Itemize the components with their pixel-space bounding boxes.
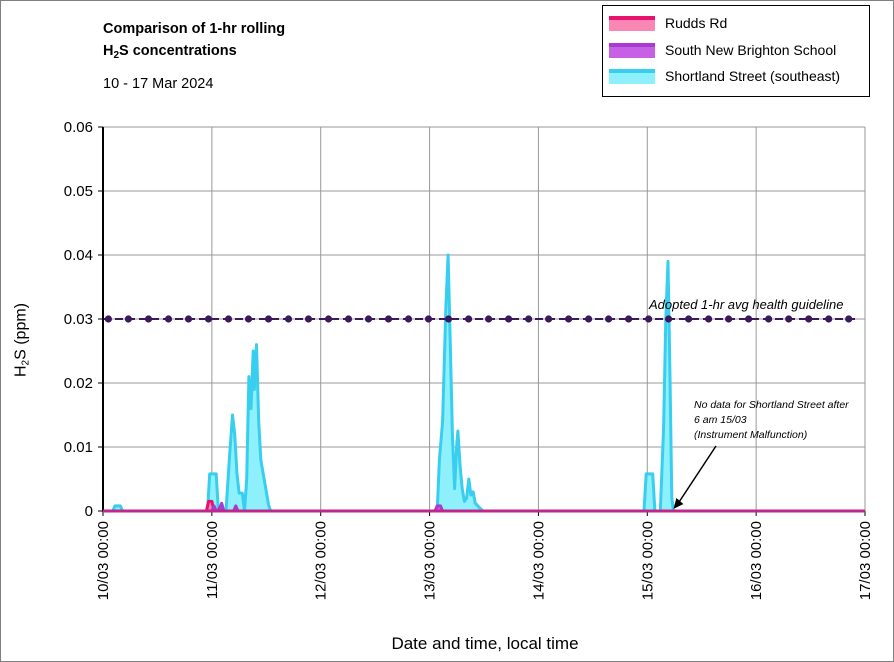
annotation-arrow-line xyxy=(677,445,717,504)
y-tick-label: 0.04 xyxy=(64,247,93,264)
guideline-marker xyxy=(384,315,393,323)
x-tick-label: 13/03 00:00 xyxy=(422,521,439,600)
guideline-marker xyxy=(525,315,533,323)
guideline-marker xyxy=(705,315,713,323)
guideline-marker xyxy=(104,315,112,323)
y-tick-labels: 0 0.01 0.02 0.03 0.04 0.05 0.06 xyxy=(64,119,93,520)
series-line-shortland-street-southeast xyxy=(103,253,675,513)
guideline-marker xyxy=(304,315,313,323)
annotation-arrow xyxy=(673,445,717,509)
legend-label-shortland-street: Shortland Street (southeast) xyxy=(665,68,841,84)
legend-item-shortland-street: Shortland Street (southeast) xyxy=(609,65,840,87)
y-axis-label: H2S (ppm) xyxy=(12,302,32,378)
guideline-marker xyxy=(244,315,253,323)
x-tick-label: 14/03 00:00 xyxy=(530,521,547,600)
x-tick-label: 15/03 00:00 xyxy=(639,521,656,600)
guideline-marker xyxy=(324,315,333,323)
guideline-marker xyxy=(364,315,373,323)
guideline-marker xyxy=(565,315,573,323)
y-tick-label: 0.03 xyxy=(64,311,93,328)
guideline-marker xyxy=(745,315,753,323)
annotation-arrow-head xyxy=(673,498,684,509)
guideline-marker xyxy=(485,315,493,323)
chart-subtitle: 10 - 17 Mar 2024 xyxy=(103,76,214,92)
guideline-marker xyxy=(204,315,213,323)
annotation-line3: (Instrument Malfunction) xyxy=(694,429,808,441)
annotation-line1: No data for Shortland Street after xyxy=(694,399,849,411)
x-axis-label: Date and time, local time xyxy=(391,634,579,653)
x-tick-labels: 10/03 00:00 11/03 00:00 12/03 00:00 13/03 0… xyxy=(95,521,874,600)
guideline-marker xyxy=(404,315,413,323)
legend-item-rudds-rd: Rudds Rd xyxy=(609,12,727,34)
guideline-marker xyxy=(805,315,813,323)
guideline-marker xyxy=(224,315,233,323)
chart-title-block: Comparison of 1-hr rolling H2S concentra… xyxy=(103,18,285,92)
legend-label-rudds-rd: Rudds Rd xyxy=(665,15,728,31)
x-tick-label: 12/03 00:00 xyxy=(313,521,330,600)
y-tick-label: 0.02 xyxy=(64,375,93,392)
guideline-marker xyxy=(465,315,473,323)
guideline-marker xyxy=(184,315,193,323)
legend-swatch-south-new-brighton xyxy=(609,42,655,58)
x-tick-label: 16/03 00:00 xyxy=(748,521,765,600)
y-tick-label: 0.05 xyxy=(64,183,93,200)
guideline-marker xyxy=(344,315,353,323)
guideline-marker xyxy=(765,315,773,323)
guideline-marker xyxy=(505,315,513,323)
chart-title-line2: H2S concentrations xyxy=(103,43,237,61)
guideline-series xyxy=(103,315,857,323)
x-tick-label: 11/03 00:00 xyxy=(204,521,221,599)
guideline-marker xyxy=(545,315,553,323)
guideline-marker xyxy=(845,315,853,323)
guideline-marker xyxy=(284,315,293,323)
legend-item-south-new-brighton: South New Brighton School xyxy=(609,39,836,61)
x-tick-label: 10/03 00:00 xyxy=(95,521,112,600)
guideline-marker xyxy=(725,315,733,323)
x-tick-label: 17/03 00:00 xyxy=(857,521,874,600)
guideline-marker xyxy=(825,315,833,323)
annotation-text: No data for Shortland Street after 6 am … xyxy=(694,398,884,443)
chart-title-line1: Comparison of 1-hr rolling xyxy=(103,21,286,37)
guideline-marker xyxy=(444,315,453,323)
guideline-marker xyxy=(124,315,132,323)
guideline-marker xyxy=(424,315,433,323)
guideline-marker xyxy=(645,315,653,323)
y-tick-label: 0.06 xyxy=(64,119,93,136)
guideline-marker xyxy=(264,315,273,323)
legend-label-south-new-brighton: South New Brighton School xyxy=(665,42,837,58)
y-tick-label: 0 xyxy=(85,503,93,520)
guideline-label: Adopted 1-hr avg health guideline xyxy=(649,297,844,312)
guideline-marker xyxy=(605,315,613,323)
axes xyxy=(102,127,865,513)
legend-swatch-rudds-rd xyxy=(609,15,655,31)
guideline-marker xyxy=(164,315,173,323)
guideline-marker xyxy=(685,315,693,323)
guideline-marker xyxy=(585,315,593,323)
y-tick-label: 0.01 xyxy=(64,439,93,456)
guideline-marker xyxy=(144,315,153,323)
legend-swatch-shortland-street xyxy=(609,68,655,84)
guideline-marker xyxy=(625,315,633,323)
guideline-marker xyxy=(785,315,793,323)
legend: Rudds Rd South New Brighton School Short… xyxy=(602,5,870,97)
guideline-marker xyxy=(665,315,673,323)
annotation-line2: 6 am 15/03 xyxy=(694,414,747,426)
